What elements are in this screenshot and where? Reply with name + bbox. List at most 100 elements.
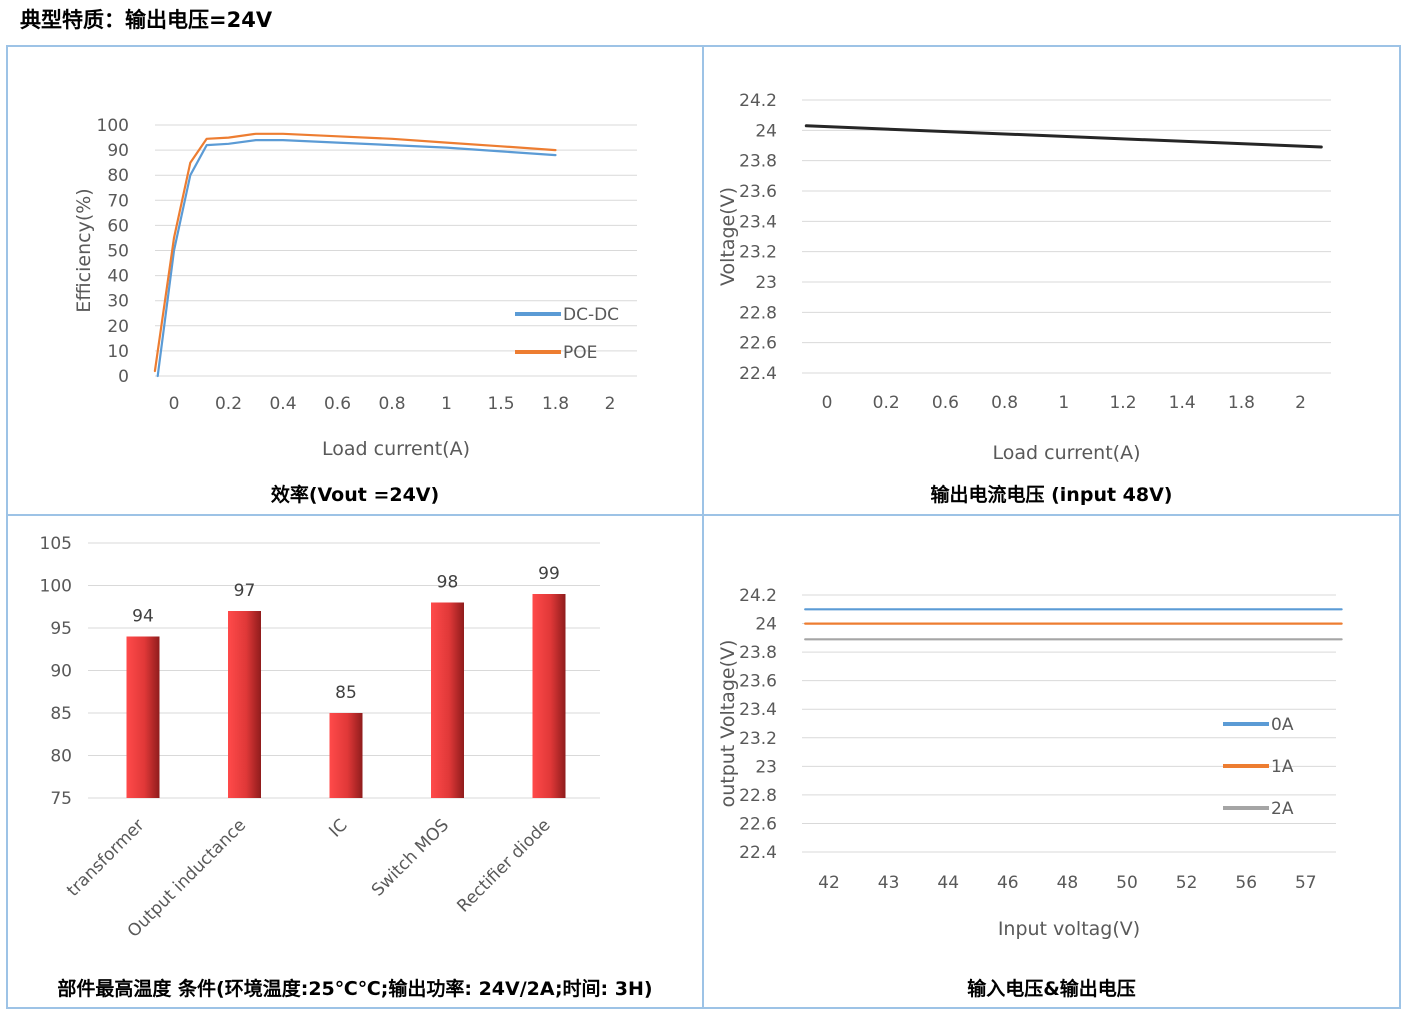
- x-tick-label: 44: [937, 873, 959, 893]
- bar-value-label: 99: [538, 564, 560, 584]
- x-tick-label: 57: [1295, 873, 1317, 893]
- y-axis-label: Voltage(V): [717, 187, 739, 286]
- y-tick-label: 100: [40, 577, 72, 597]
- x-tick-label: 43: [878, 873, 900, 893]
- x-tick-label: 1.4: [1169, 393, 1196, 413]
- series-line: [153, 132, 557, 373]
- x-category-label: transformer: [63, 815, 148, 900]
- y-tick-label: 80: [107, 166, 129, 186]
- x-tick-label: 1.8: [542, 394, 569, 414]
- y-tick-label: 100: [97, 116, 129, 136]
- y-tick-label: 50: [107, 242, 129, 262]
- load-regulation-panel: 22.4 22.6 22.8 23 23.2 23.4 23.6 23.8 24 24.2 0 0.2…: [704, 47, 1399, 514]
- y-tick-label: 22.6: [739, 334, 777, 354]
- x-tick-label: 0.8: [378, 394, 405, 414]
- temperature-caption: 部件最高温度 条件(环境温度:25℃℃;输出功率: 24V/2A;时间: 3H): [57, 978, 653, 1000]
- y-tick-label: 23: [755, 757, 777, 777]
- x-tick-label: 50: [1116, 873, 1138, 893]
- efficiency-panel: 0 10 20 30 40 50 60 70 80 90 100 0 0.2 0.4 0.6 0.8 1 1.5 1…: [8, 47, 702, 514]
- bar: [228, 611, 261, 798]
- y-tick-label: 0: [118, 367, 129, 387]
- y-tick-label: 40: [107, 267, 129, 287]
- y-tick-label: 70: [107, 191, 129, 211]
- legend-label: POE: [563, 343, 597, 363]
- legend-label: 0A: [1271, 715, 1294, 735]
- x-tick-label: 0.2: [873, 393, 900, 413]
- load-regulation-chart: 22.4 22.6 22.8 23 23.2 23.4 23.6 23.8 24 24.2 0 0.2…: [717, 91, 1331, 464]
- y-tick-label: 23.8: [739, 152, 777, 172]
- legend-label: DC-DC: [563, 305, 619, 325]
- x-axis-label: Load current(A): [322, 438, 470, 460]
- x-tick-label: 2: [1295, 393, 1306, 413]
- x-tick-label: 1: [1058, 393, 1069, 413]
- x-axis-label: Input voltag(V): [998, 918, 1140, 940]
- y-tick-label: 23.6: [739, 672, 777, 692]
- series-line: [156, 139, 557, 378]
- x-category-label: IC: [325, 815, 351, 841]
- bar-value-label: 97: [234, 581, 256, 601]
- x-tick-label: 2: [605, 394, 616, 414]
- efficiency-chart: 0 10 20 30 40 50 60 70 80 90 100 0 0.2 0.4 0.6 0.8 1 1.5 1…: [73, 116, 637, 460]
- x-tick-label: 0: [169, 394, 180, 414]
- load-regulation-caption: 输出电流电压 (input 48V): [930, 484, 1173, 506]
- y-tick-label: 24: [755, 121, 777, 141]
- y-tick-label: 90: [107, 141, 129, 161]
- x-tick-label: 0.4: [269, 394, 296, 414]
- efficiency-caption: 效率(Vout =24V): [270, 484, 440, 506]
- x-tick-label: 1.8: [1228, 393, 1255, 413]
- y-tick-label: 23: [755, 273, 777, 293]
- line-regulation-panel: 22.4 22.6 22.8 23 23.2 23.4 23.6 23.8 24 24.2 42 43…: [704, 516, 1399, 1007]
- bar: [329, 713, 363, 798]
- y-tick-label: 95: [50, 619, 72, 639]
- grid-divider-vertical: [702, 45, 704, 1009]
- x-category-label: Switch MOS: [368, 815, 453, 900]
- y-tick-label: 23.6: [739, 182, 777, 202]
- x-tick-label: 56: [1235, 873, 1257, 893]
- x-axis-label: Load current(A): [993, 442, 1141, 464]
- y-tick-label: 90: [50, 662, 72, 682]
- y-tick-label: 24.2: [739, 91, 777, 111]
- x-tick-label: 0.2: [215, 394, 242, 414]
- temperature-panel: 75 80 85 90 95 100 105 94 transformer 97 Output in…: [8, 516, 702, 1007]
- x-tick-label: 1.2: [1109, 393, 1136, 413]
- x-tick-label: 42: [818, 873, 840, 893]
- x-tick-label: 1.5: [487, 394, 514, 414]
- bar-value-label: 94: [132, 607, 154, 627]
- y-tick-label: 23.8: [739, 643, 777, 663]
- y-axis-label: Efficiency(%): [73, 188, 95, 312]
- x-category-label: Rectifier diode: [453, 815, 554, 916]
- bar-value-label: 85: [335, 683, 357, 703]
- y-axis-label: output Voltage(V): [717, 640, 739, 808]
- y-tick-label: 30: [107, 292, 129, 312]
- y-tick-label: 60: [107, 216, 129, 236]
- y-tick-label: 23.2: [739, 243, 777, 263]
- x-tick-label: 0.6: [324, 394, 351, 414]
- y-tick-label: 22.4: [739, 843, 777, 863]
- page-title: 典型特质：输出电压=24V: [20, 8, 273, 32]
- y-tick-label: 20: [107, 317, 129, 337]
- x-tick-label: 0: [822, 393, 833, 413]
- x-tick-label: 46: [997, 873, 1019, 893]
- y-tick-label: 105: [40, 534, 72, 554]
- x-tick-label: 0.6: [932, 393, 959, 413]
- y-tick-label: 22.4: [739, 364, 777, 384]
- bar: [532, 594, 566, 798]
- line-regulation-chart: 22.4 22.6 22.8 23 23.2 23.4 23.6 23.8 24 24.2 42 43…: [717, 586, 1343, 940]
- y-tick-label: 23.2: [739, 729, 777, 749]
- y-tick-label: 10: [107, 342, 129, 362]
- x-tick-label: 0.8: [991, 393, 1018, 413]
- y-tick-label: 24: [755, 615, 777, 635]
- y-tick-label: 22.8: [739, 786, 777, 806]
- legend-label: 1A: [1271, 757, 1294, 777]
- legend-label: 2A: [1271, 799, 1294, 819]
- bar: [431, 602, 464, 798]
- x-tick-label: 48: [1057, 873, 1079, 893]
- y-tick-label: 23.4: [739, 700, 777, 720]
- y-tick-label: 23.4: [739, 212, 777, 232]
- bar-value-label: 98: [437, 573, 459, 593]
- y-tick-label: 80: [50, 747, 72, 767]
- line-regulation-caption: 输入电压&输出电压: [967, 978, 1136, 1000]
- x-tick-label: 52: [1176, 873, 1198, 893]
- y-tick-label: 24.2: [739, 586, 777, 606]
